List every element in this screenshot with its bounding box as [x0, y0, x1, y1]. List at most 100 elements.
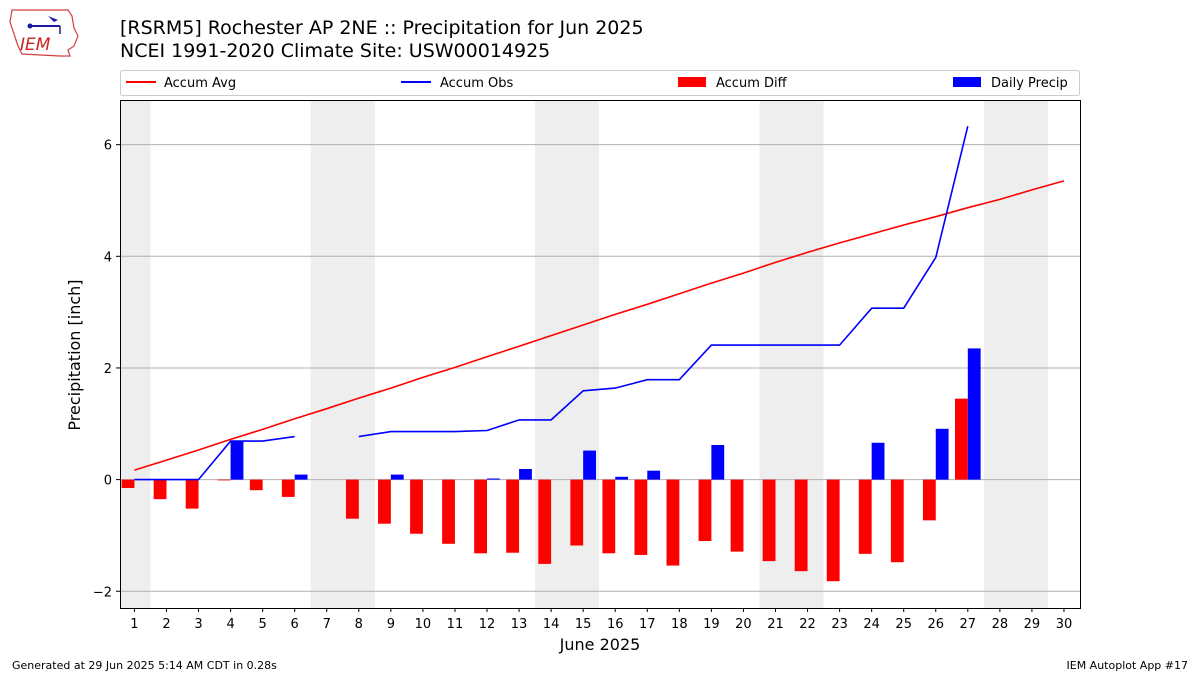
legend-swatch-daily-precip: [953, 77, 981, 87]
xtick-label: 19: [703, 617, 720, 632]
xtick-label: 14: [543, 617, 560, 632]
xtick-label: 6: [291, 617, 299, 632]
xtick-label: 12: [479, 617, 496, 632]
bar-daily-precip-day-19: [711, 444, 725, 480]
bar-daily-precip-day-4: [230, 441, 244, 480]
legend-label-daily-precip: Daily Precip: [991, 76, 1068, 91]
bar-daily-precip-day-16: [615, 476, 629, 480]
bar-daily-precip-day-6: [294, 474, 308, 480]
xtick-label: 7: [323, 617, 331, 632]
weekend-shade-day-7: [310, 100, 343, 608]
bar-accum-diff-day-11: [442, 479, 455, 544]
bar-accum-diff-day-3: [185, 479, 199, 509]
bar-accum-diff-day-15: [570, 479, 584, 546]
y-axis-label: Precipitation [inch]: [65, 279, 84, 430]
xtick-label: 28: [992, 617, 1009, 632]
bar-accum-diff-day-20: [730, 479, 744, 552]
bar-accum-diff-day-10: [410, 479, 423, 534]
chart-subtitle: NCEI 1991-2020 Climate Site: USW00014925: [120, 40, 551, 62]
weekend-shade-day-29: [1015, 100, 1048, 608]
line-accum-obs-segment-1: [358, 126, 969, 438]
legend: Accum Avg Accum Obs Accum Diff Daily Pre…: [120, 70, 1080, 96]
bar-daily-precip-day-27: [967, 348, 981, 480]
ytick-label: 2: [104, 362, 112, 377]
footer-app: IEM Autoplot App #17: [1066, 659, 1189, 672]
bar-accum-diff-day-23: [826, 479, 840, 582]
bar-accum-diff-day-21: [762, 479, 776, 562]
bar-accum-diff-day-25: [890, 479, 904, 563]
chart-title: [RSRM5] Rochester AP 2NE :: Precipitatio…: [120, 17, 644, 39]
bar-daily-precip-day-17: [647, 470, 661, 480]
bar-accum-diff-day-22: [794, 479, 808, 572]
xtick-label: 4: [226, 617, 234, 632]
iem-logo: IEM: [8, 6, 82, 60]
xtick-label: 30: [1056, 617, 1073, 632]
xtick-label: 21: [767, 617, 784, 632]
x-axis-label: June 2025: [559, 635, 641, 654]
xtick-label: 27: [960, 617, 977, 632]
lines: [134, 126, 1065, 481]
xtick-label: 18: [671, 617, 688, 632]
xtick-label: 3: [194, 617, 202, 632]
xtick-label: 29: [1024, 617, 1041, 632]
bar-accum-diff-day-5: [249, 479, 263, 491]
xtick-label: 17: [639, 617, 656, 632]
xtick-label: 9: [387, 617, 395, 632]
bar-daily-precip-day-9: [390, 474, 404, 480]
xtick-label: 8: [355, 617, 363, 632]
bar-daily-precip-day-13: [519, 468, 532, 480]
weekend-shade-day-28: [983, 100, 1016, 608]
bar-daily-precip-day-12: [487, 478, 500, 480]
y-gridlines: [120, 144, 1080, 592]
xtick-label: 5: [258, 617, 266, 632]
bar-accum-diff-day-12: [474, 479, 488, 554]
ytick-label: 4: [104, 250, 112, 265]
bar-accum-diff-day-1: [121, 479, 135, 488]
ytick-label: −2: [93, 585, 112, 600]
legend-label-accum-obs: Accum Obs: [440, 76, 513, 91]
xtick-label: 24: [863, 617, 880, 632]
bar-accum-diff-day-26: [922, 479, 936, 521]
bar-accum-diff-day-17: [634, 479, 648, 555]
bars: [121, 348, 981, 582]
xtick-label: 23: [831, 617, 848, 632]
ytick-label: 6: [104, 139, 112, 154]
xtick-label: 1: [130, 617, 138, 632]
line-accum-avg-segment-0: [134, 180, 1065, 471]
ytick-label: 0: [104, 474, 112, 489]
xtick-label: 13: [511, 617, 528, 632]
bar-daily-precip-day-26: [935, 428, 949, 480]
xtick-label: 2: [162, 617, 170, 632]
bar-accum-diff-day-4: [217, 479, 231, 481]
weekend-shade-day-1: [120, 100, 151, 608]
bar-accum-diff-day-14: [538, 479, 552, 564]
legend-label-accum-diff: Accum Diff: [716, 76, 788, 91]
xtick-label: 25: [895, 617, 912, 632]
line-accum-obs-segment-0: [134, 435, 295, 481]
bar-daily-precip-day-24: [871, 442, 885, 480]
weekend-shade-day-8: [342, 100, 375, 608]
xtick-label: 10: [415, 617, 432, 632]
plot-frame: [120, 100, 1081, 609]
xtick-label: 15: [575, 617, 592, 632]
logo-text: IEM: [20, 35, 51, 55]
bar-accum-diff-day-2: [153, 479, 167, 500]
xtick-label: 26: [927, 617, 944, 632]
bar-accum-diff-day-19: [698, 479, 712, 542]
xtick-label: 11: [447, 617, 464, 632]
xtick-label: 20: [735, 617, 752, 632]
bar-accum-diff-day-6: [281, 479, 295, 497]
legend-frame: [120, 70, 1080, 96]
bar-accum-diff-day-13: [506, 479, 520, 553]
bar-accum-diff-day-16: [602, 479, 616, 554]
footer-generated: Generated at 29 Jun 2025 5:14 AM CDT in …: [12, 659, 277, 672]
legend-swatch-accum-diff: [678, 77, 706, 87]
bar-accum-diff-day-24: [858, 479, 872, 554]
weekend-shading: [120, 100, 1048, 608]
xtick-label: 16: [607, 617, 624, 632]
bar-accum-diff-day-8: [345, 479, 359, 519]
bar-accum-diff-day-27: [954, 398, 968, 480]
bar-accum-diff-day-9: [378, 479, 391, 524]
